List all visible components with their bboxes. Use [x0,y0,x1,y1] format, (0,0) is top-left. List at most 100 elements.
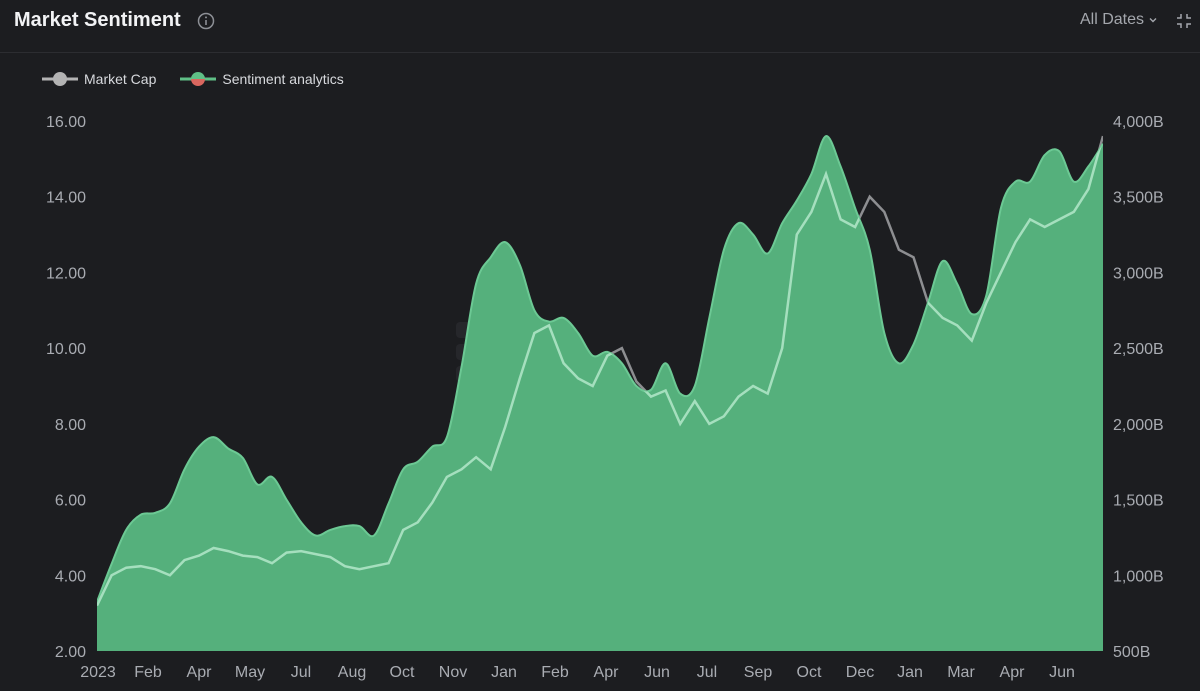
sentiment-point [226,447,230,451]
sentiment-point [1086,164,1090,168]
y-left-tick-label: 10.00 [46,341,86,358]
sentiment-point [941,259,945,263]
market-cap-point [285,551,289,555]
sentiment-point [314,534,318,538]
market-cap-point [460,467,464,471]
sentiment-point [707,316,711,320]
sentiment-point [605,350,609,354]
market-cap-point [197,554,201,558]
legend-item-sentiment[interactable]: Sentiment analytics [180,71,344,87]
x-tick-label: Apr [1000,664,1026,681]
x-tick-label: Apr [594,664,620,681]
market-cap-point [387,561,391,565]
sentiment-point [532,308,536,312]
sentiment-point [664,361,668,365]
market-cap-point [868,195,872,199]
y-left-tick-label: 2.00 [55,644,86,661]
y-right-tick-label: 3,500B [1113,190,1164,207]
sentiment-point [460,365,464,369]
market-cap-point [955,323,959,327]
sentiment-point [212,435,216,439]
x-tick-label: Jul [291,664,311,681]
market-cap-point [795,233,799,237]
sentiment-point [795,199,799,203]
date-range-dropdown[interactable]: All Dates [1080,11,1158,29]
x-tick-label: Jan [491,664,517,681]
sentiment-point [270,475,274,479]
market-cap-point [532,331,536,335]
y-right-tick-label: 1,000B [1113,568,1164,585]
market-cap-point [314,552,318,556]
market-cap-point [664,389,668,393]
sentiment-point [1043,153,1047,157]
sentiment-point [678,392,682,396]
market-cap-point [780,346,784,350]
market-cap-point [970,339,974,343]
market-cap-point [562,361,566,365]
collapse-icon[interactable] [1176,13,1192,29]
sentiment-point [474,282,478,286]
market-cap-point [912,255,916,259]
sentiment-point [999,206,1003,210]
info-icon[interactable] [197,12,215,30]
sentiment-point [153,511,157,515]
sentiment-point [416,460,420,464]
sentiment-point [634,384,638,388]
sentiment-point [299,520,303,524]
market-cap-point [241,554,245,558]
x-axis: 2023 Feb Apr May Jul Aug Oct Nov Jan Feb Apr Jun Jul… [80,664,1075,681]
market-cap-point [984,301,988,305]
sentiment-point [445,435,449,439]
sentiment-point [839,164,843,168]
sentiment-point [766,252,770,256]
market-cap-point [809,210,813,214]
sentiment-point [183,467,187,471]
market-cap-point [503,425,507,429]
market-cap-point [649,395,653,399]
market-cap-point [270,561,274,565]
market-cap-point [882,210,886,214]
market-cap-point [999,270,1003,274]
sentiment-area [97,136,1103,651]
y-right-tick-label: 500B [1113,644,1150,661]
x-tick-label: 2023 [80,664,116,681]
market-cap-point [183,558,187,562]
sentiment-point [824,134,828,138]
sentiment-point [372,534,376,538]
sentiment-point [1057,149,1061,153]
sentiment-point [576,331,580,335]
market-cap-point [693,399,697,403]
market-cap-point [824,172,828,176]
sentiment-point [562,316,566,320]
sentiment-point [430,445,434,449]
market-cap-point [343,564,347,568]
market-cap-point [110,573,114,577]
y-right-tick-label: 3,000B [1113,265,1164,282]
sentiment-point [620,361,624,365]
sentiment-point [984,293,988,297]
sentiment-point [197,445,201,449]
x-tick-label: Jan [897,664,923,681]
x-tick-label: Feb [541,664,569,681]
market-cap-point [255,555,259,559]
market-cap-line-over-area [97,136,1103,607]
sentiment-point [489,255,493,259]
sentiment-point [780,221,784,225]
sentiment-legend-icon [180,72,217,86]
sentiment-point [95,600,99,604]
legend-item-market-cap[interactable]: Market Cap [42,71,156,87]
market-cap-point [139,564,143,568]
sentiment-point [168,501,172,505]
sentiment-point [110,562,114,566]
market-cap-point [722,414,726,418]
sentiment-point [868,248,872,252]
x-tick-label: Jun [1049,664,1075,681]
market-cap-point [751,384,755,388]
market-cap-point [168,573,172,577]
market-cap-point [95,604,99,608]
market-cap-line-segment [97,136,1103,607]
sentiment-point [809,172,813,176]
sentiment-point [241,456,245,460]
sentiment-point [853,206,857,210]
market-cap-point [430,501,434,505]
